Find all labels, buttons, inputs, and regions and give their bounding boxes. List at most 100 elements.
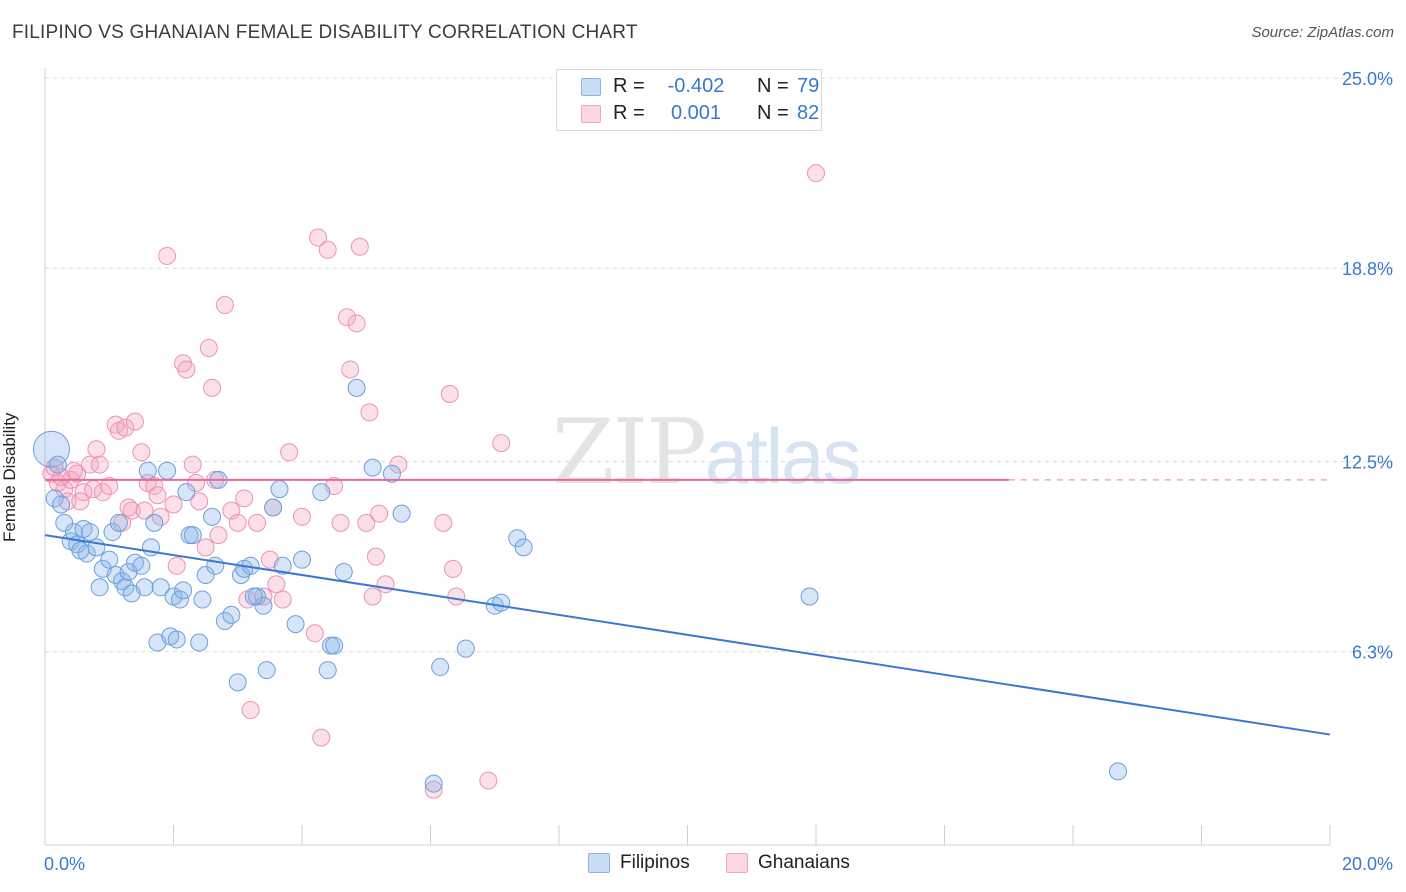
bottom-legend-swatch-ghanaians [726, 853, 748, 873]
filipinos-point [334, 562, 353, 581]
ghanaians-point [273, 590, 292, 609]
ghanaians-point [312, 728, 331, 747]
watermark-zip: ZIP [552, 400, 707, 505]
filipinos-point [508, 529, 527, 548]
y-axis-label: Female Disability [0, 412, 19, 542]
ghanaians-point [209, 526, 228, 545]
filipinos-point [347, 378, 366, 397]
filipinos-point [264, 498, 283, 517]
filipinos-point [254, 596, 273, 615]
ghanaians-point [196, 538, 215, 557]
filipinos-point [318, 661, 337, 680]
ghanaians-point [248, 513, 267, 532]
filipinos-point [222, 605, 241, 624]
ghanaians-point [280, 443, 299, 462]
legend-n-label: N = [757, 102, 789, 124]
filipinos-point [273, 556, 292, 575]
ghanaians-point [199, 338, 218, 357]
ghanaians-point [80, 455, 99, 474]
ghanaians-point [366, 547, 385, 566]
legend-n-label: N = [757, 75, 789, 97]
filipinos-point [514, 538, 533, 557]
filipinos-point [270, 480, 289, 499]
filipinos-point [382, 464, 401, 483]
ghanaians-point [215, 296, 234, 315]
ghanaians-point [158, 246, 177, 265]
ghanaians-point [341, 360, 360, 379]
watermark-atlas: atlas [704, 412, 862, 500]
bottom-legend-label: Ghanaians [758, 852, 850, 873]
y-tick-label: 25.0% [1342, 69, 1393, 89]
filipinos-point [71, 541, 90, 560]
ghanaians-point [370, 504, 389, 523]
filipinos-point [312, 483, 331, 502]
filipinos-point [132, 556, 151, 575]
filipinos-point [800, 587, 819, 606]
legend-r-value: 0.001 [670, 102, 722, 124]
legend-n-value: 79 [797, 75, 820, 97]
filipinos-point [257, 661, 276, 680]
axis-layer [44, 68, 1331, 846]
ghanaians-point [357, 513, 376, 532]
ghanaians-point [337, 308, 356, 327]
ghanaians-point [254, 587, 273, 606]
ghanaians-point [479, 771, 498, 790]
bottom-legend-swatch-filipinos [588, 853, 610, 873]
filipinos-point [203, 507, 222, 526]
filipinos-point [325, 636, 344, 655]
ghanaians-point [305, 624, 324, 643]
legend-swatch-filipinos [581, 78, 601, 96]
ghanaians-point [164, 495, 183, 514]
filipinos-point [138, 461, 157, 480]
ghanaians-point [360, 403, 379, 422]
legend-r-label: R = [613, 102, 645, 124]
ghanaians-point [235, 489, 254, 508]
ghanaians-point [447, 587, 466, 606]
filipinos-point [52, 495, 71, 514]
ghanaians-point [309, 228, 328, 247]
filipinos-point [183, 526, 202, 545]
trend-lines [44, 478, 1331, 736]
filipinos-point [32, 430, 70, 468]
ghanaians-point [424, 780, 443, 799]
ghanaians-point [148, 486, 167, 505]
zipatlas-watermark: ZIPatlas [552, 400, 862, 505]
filipinos-point [55, 513, 74, 532]
ghanaians-point [363, 587, 382, 606]
ghanaians-point [177, 360, 196, 379]
filipinos-trend-line [44, 534, 1331, 736]
filipinos-point [392, 504, 411, 523]
y-tick-label: 18.8% [1342, 259, 1393, 279]
chart-source: Source: ZipAtlas.com [1251, 24, 1394, 41]
filipinos-points [32, 378, 1127, 793]
ghanaians-point [293, 507, 311, 526]
filipinos-point [293, 550, 311, 569]
ghanaians-point [100, 477, 119, 496]
filipinos-point [190, 633, 209, 652]
filipinos-point [109, 513, 128, 532]
bottom-legend-label: Filipinos [620, 852, 690, 873]
legend-n-value: 82 [797, 102, 820, 124]
ghanaians-point [45, 458, 64, 477]
filipinos-point [363, 458, 382, 477]
filipinos-point [177, 483, 196, 502]
ghanaians-point [389, 455, 408, 474]
ghanaians-point [267, 575, 286, 594]
filipinos-point [48, 455, 67, 474]
filipinos-point [431, 658, 450, 677]
filipinos-point [90, 578, 109, 597]
ghanaians-point [125, 412, 144, 431]
ghanaians-point [228, 513, 247, 532]
ghanaians-point [132, 443, 151, 462]
filipinos-point [244, 587, 263, 606]
ghanaians-point [241, 701, 260, 720]
filipinos-point [1108, 762, 1127, 781]
filipinos-point [103, 523, 122, 542]
ghanaians-point [116, 418, 135, 437]
ghanaians-point [186, 473, 205, 492]
tick-labels: 6.3% 12.5% 18.8% 25.0% 0.0% 20.0% [44, 69, 1393, 874]
y-tick-label: 6.3% [1352, 643, 1393, 663]
ghanaians-point [183, 455, 202, 474]
ghanaians-point [203, 378, 222, 397]
